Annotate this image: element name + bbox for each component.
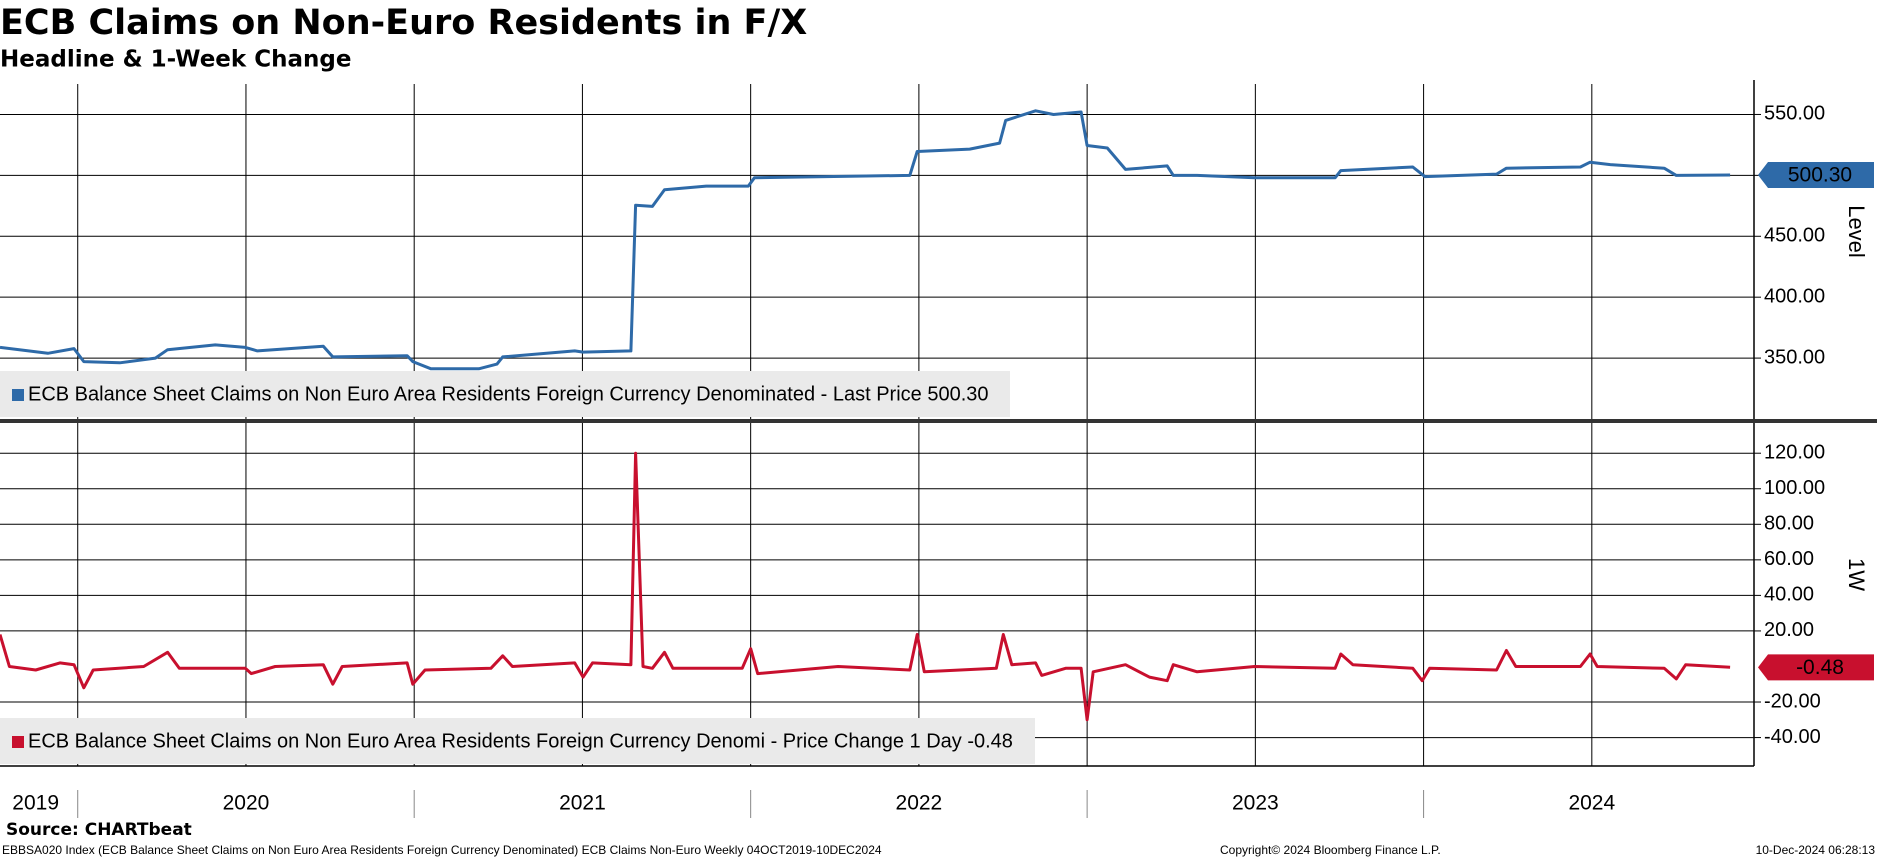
legend-box (0, 371, 1010, 417)
last-value-label: -0.48 (1796, 656, 1844, 679)
x-tick-label: 2023 (1232, 792, 1279, 815)
y-tick-label: 100.00 (1764, 477, 1825, 499)
legend-swatch (12, 736, 24, 748)
x-tick-label: 2019 (12, 792, 59, 815)
y-axis-label: 1W (1844, 558, 1869, 591)
copyright: Copyright© 2024 Bloomberg Finance L.P. (1220, 843, 1441, 857)
y-tick-label: 60.00 (1764, 548, 1814, 570)
series-line (0, 451, 1731, 722)
legend-label: ECB Balance Sheet Claims on Non Euro Are… (28, 730, 1013, 752)
timestamp: 10-Dec-2024 06:28:13 (1756, 843, 1876, 857)
y-tick-label: 400.00 (1764, 285, 1825, 307)
y-tick-label: 550.00 (1764, 103, 1825, 125)
legend-label: ECB Balance Sheet Claims on Non Euro Are… (28, 383, 989, 405)
y-tick-label: 20.00 (1764, 619, 1814, 641)
y-tick-label: 80.00 (1764, 513, 1814, 535)
y-tick-label: -40.00 (1764, 726, 1821, 748)
subtitle: Headline & 1-Week Change (0, 47, 351, 73)
y-tick-label: 40.00 (1764, 584, 1814, 606)
y-axis-label: Level (1844, 205, 1869, 258)
last-value-tag (1758, 654, 1874, 681)
last-value-label: 500.30 (1788, 164, 1852, 187)
y-tick-label: -20.00 (1764, 690, 1821, 712)
legend-box (0, 718, 1035, 764)
legend-swatch (12, 389, 24, 401)
x-tick-label: 2020 (223, 792, 270, 815)
panel-divider (0, 419, 1877, 423)
footer: EBBSA020 Index (ECB Balance Sheet Claims… (2, 843, 882, 857)
y-tick-label: 120.00 (1764, 441, 1825, 463)
y-tick-label: 350.00 (1764, 346, 1825, 368)
series-line (0, 109, 1731, 371)
x-tick-label: 2024 (1568, 792, 1615, 815)
last-value-tag (1758, 161, 1874, 188)
title: ECB Claims on Non-Euro Residents in F/X (0, 3, 807, 43)
x-tick-label: 2022 (896, 792, 943, 815)
x-tick-label: 2021 (559, 792, 606, 815)
source: Source: CHARTbeat (6, 820, 192, 840)
y-tick-label: 450.00 (1764, 225, 1825, 247)
